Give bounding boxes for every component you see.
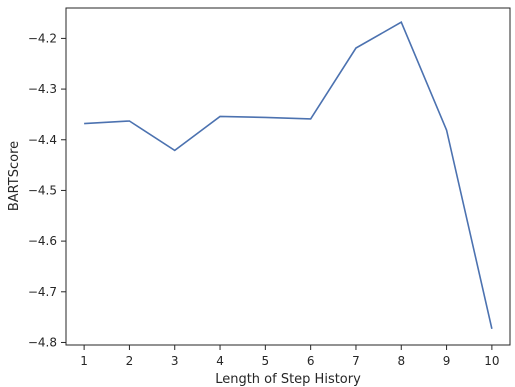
- y-tick-label: −4.5: [28, 183, 57, 197]
- bartscore-series-line: [84, 21, 493, 329]
- x-tick-label: 1: [80, 354, 88, 368]
- plot-area: [65, 7, 511, 346]
- x-tick-label: 6: [307, 354, 315, 368]
- y-axis-ticks: −4.8 −4.7 −4.6 −4.5 −4.4 −4.3 −4.2: [28, 31, 66, 349]
- y-tick-label: −4.8: [28, 335, 57, 349]
- y-tick-label: −4.3: [28, 82, 57, 96]
- x-tick-label: 2: [126, 354, 134, 368]
- y-tick-label: −4.6: [28, 234, 57, 248]
- x-tick-label: 4: [216, 354, 224, 368]
- x-tick-label: 3: [171, 354, 179, 368]
- axes-frame: [65, 7, 511, 346]
- x-tick-label: 8: [397, 354, 405, 368]
- y-tick-label: −4.4: [28, 133, 57, 147]
- x-axis-label: Length of Step History: [215, 372, 361, 387]
- x-tick-label: 10: [484, 354, 499, 368]
- y-tick-label: −4.2: [28, 31, 57, 45]
- x-tick-label: 5: [262, 354, 270, 368]
- y-axis-label: BARTScore: [7, 141, 22, 211]
- x-axis-ticks: 1 2 3 4 5 6 7 8 9 10: [80, 345, 500, 368]
- x-tick-label: 9: [443, 354, 451, 368]
- y-tick-label: −4.7: [28, 285, 57, 299]
- x-tick-label: 7: [352, 354, 360, 368]
